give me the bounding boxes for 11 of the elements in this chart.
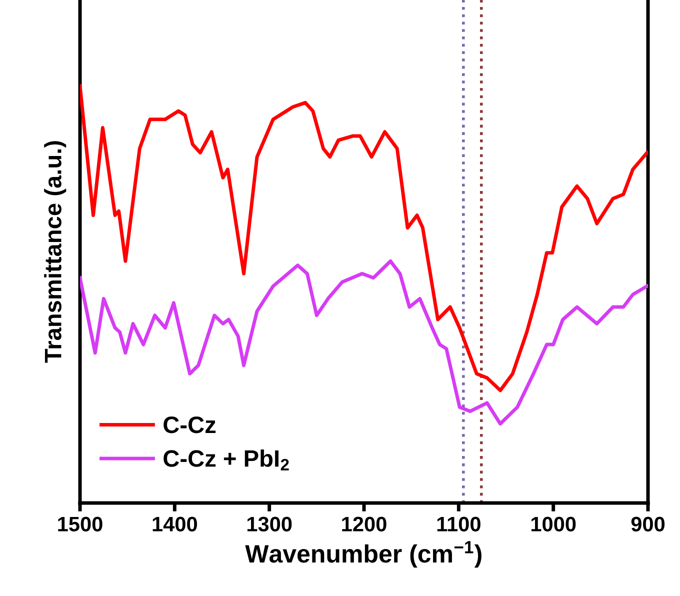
legend-label: C-Cz + PbI$_{2}$: [164, 450, 289, 470]
legend-label: C-Cz: [164, 416, 216, 434]
y-axis-title: Transmittance (a.u.): [44, 141, 66, 363]
x-tick-label: 900: [631, 516, 665, 532]
x-axis-title: Wavenumber (cm$^{−1}$): [245, 541, 482, 568]
x-tick-label: 1200: [342, 516, 386, 532]
x-tick-label: 1400: [152, 516, 197, 532]
x-tick-label: 1000: [531, 516, 576, 532]
x-tick-label: 1500: [58, 516, 102, 532]
x-tick-label: 1100: [437, 516, 480, 532]
x-tick-label: 1300: [247, 516, 292, 532]
